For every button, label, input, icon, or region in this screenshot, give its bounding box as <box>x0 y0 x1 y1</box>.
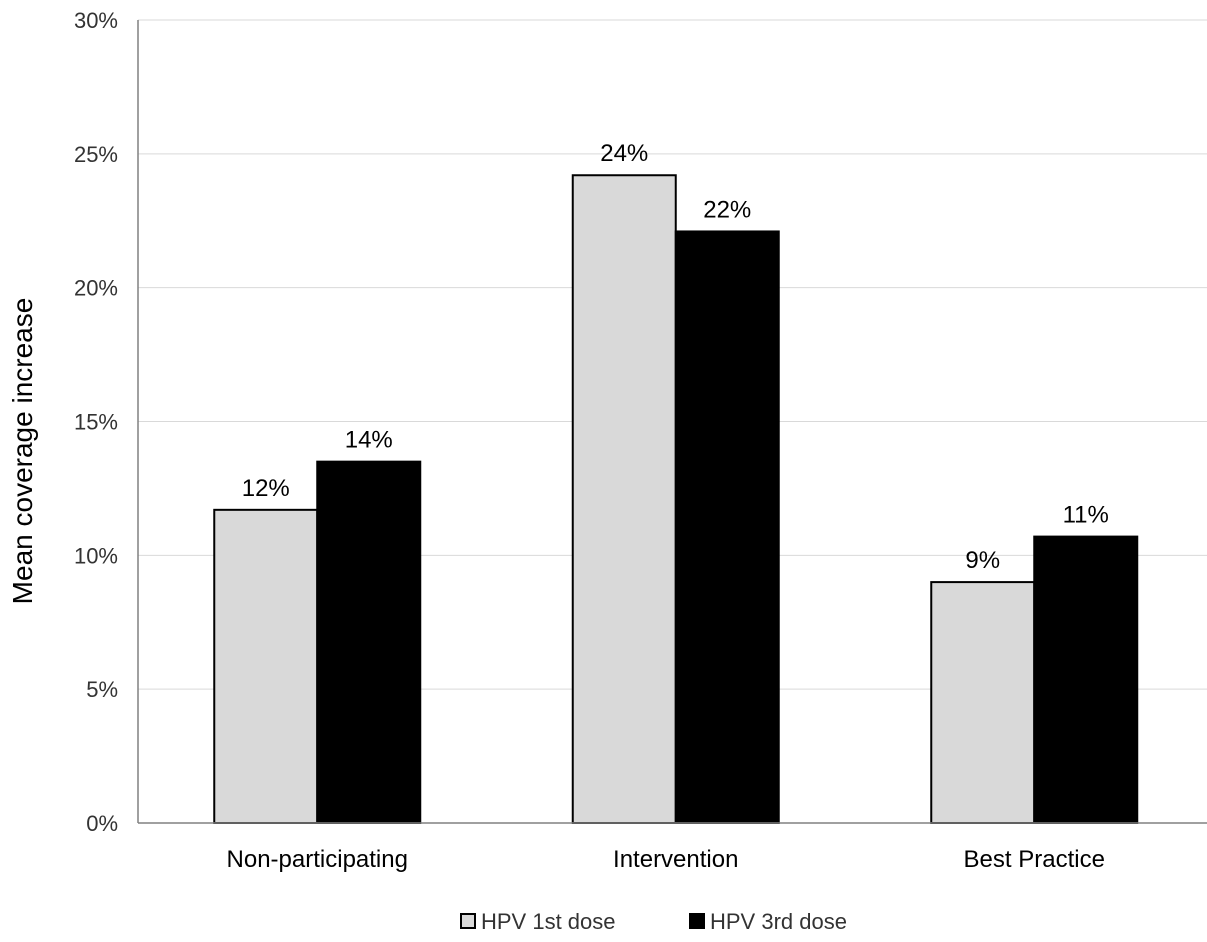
data-label: 14% <box>345 427 393 454</box>
y-tick-label: 30% <box>74 8 118 33</box>
bar-first-dose-0 <box>213 508 319 824</box>
y-tick-label: 0% <box>86 811 118 836</box>
category-label: Intervention <box>613 846 738 873</box>
data-label: 12% <box>242 475 290 502</box>
bar-first-dose-1 <box>571 174 677 825</box>
category-labels: Non-participating Intervention Best Practi… <box>227 846 1105 873</box>
y-axis-label: Mean coverage increase <box>7 298 38 605</box>
legend-label-1: HPV 3rd dose <box>710 909 847 934</box>
bars <box>213 174 1139 825</box>
y-tick-label: 5% <box>86 677 118 702</box>
data-labels: 12% 14% 24% 22% 9% 11% <box>242 140 1109 574</box>
data-label: 22% <box>703 196 751 223</box>
legend: HPV 1st dose HPV 3rd dose <box>460 909 847 934</box>
bar-third-dose-1 <box>674 230 780 824</box>
bar-third-dose-2 <box>1033 535 1139 824</box>
category-label: Non-participating <box>227 846 408 873</box>
axes <box>137 20 1207 824</box>
legend-swatch-1 <box>689 913 705 929</box>
y-tick-label: 10% <box>74 543 118 568</box>
data-label: 11% <box>1063 502 1109 529</box>
legend-label-0: HPV 1st dose <box>481 909 616 934</box>
bar-first-dose-2 <box>930 581 1036 824</box>
bar-third-dose-0 <box>316 460 422 824</box>
y-tick-label: 15% <box>74 410 118 435</box>
y-tick-labels: 0% 5% 10% 15% 20% 25% 30% <box>74 8 118 836</box>
legend-swatch-0 <box>460 913 476 929</box>
data-label: 9% <box>965 547 1000 574</box>
y-tick-label: 20% <box>74 276 118 301</box>
data-label: 24% <box>600 140 648 167</box>
y-tick-label: 25% <box>74 142 118 167</box>
category-label: Best Practice <box>964 846 1105 873</box>
